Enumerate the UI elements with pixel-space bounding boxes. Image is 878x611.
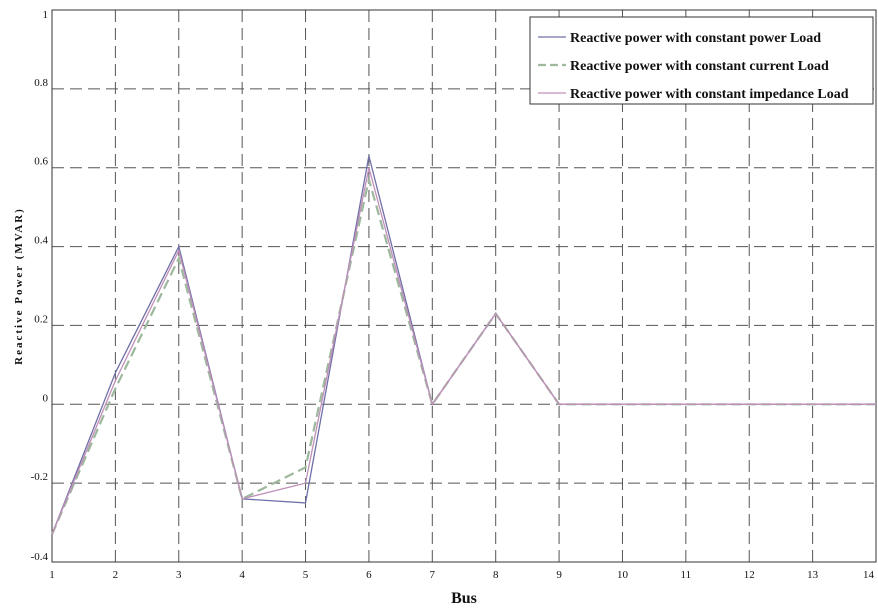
x-tick-label: 8 <box>493 569 499 581</box>
x-tick-label: 6 <box>366 569 372 581</box>
x-tick-label: 2 <box>113 569 119 581</box>
x-tick-label: 14 <box>863 569 875 581</box>
x-tick-label: 5 <box>303 569 309 581</box>
y-tick-labels: -0.4 -0.2 0 0.2 0.4 0.6 0.8 1 <box>31 9 49 563</box>
series-line-3 <box>51 167 876 535</box>
x-tick-label: 12 <box>744 569 755 581</box>
series-line-1 <box>51 155 876 535</box>
legend-entry: Reactive power with constant impedance L… <box>570 87 849 102</box>
x-tick-label: 3 <box>176 569 182 581</box>
y-tick-label: 0.2 <box>34 313 48 325</box>
legend-entry: Reactive power with constant current Loa… <box>570 59 829 74</box>
legend-box <box>529 16 874 105</box>
x-tick-label: 13 <box>807 569 819 581</box>
y-tick-label: 1 <box>43 9 49 21</box>
x-tick-label: 11 <box>681 569 692 581</box>
x-tick-label: 4 <box>239 569 245 581</box>
y-tick-label: 0.6 <box>34 156 48 168</box>
plot-frame <box>51 9 877 563</box>
y-tick-label: 0.4 <box>34 235 48 247</box>
legend-entry: Reactive power with constant power Load <box>570 31 821 46</box>
series-line-2 <box>50 179 876 535</box>
series-group <box>50 155 876 535</box>
y-tick-label: -0.4 <box>31 551 49 563</box>
legend: Reactive power with constant power Load R… <box>529 16 874 105</box>
y-tick-label: 0.8 <box>34 77 48 89</box>
x-tick-label: 9 <box>556 569 562 581</box>
x-tick-label: 1 <box>49 569 55 581</box>
x-tick-labels: 1 2 3 4 5 6 7 8 9 10 11 12 13 14 <box>49 569 874 581</box>
x-tick-label: 7 <box>430 569 436 581</box>
y-tick-label: -0.2 <box>31 471 48 483</box>
x-tick-label: 10 <box>617 569 629 581</box>
y-axis-label: Reactive Power (MVAR) <box>13 207 25 365</box>
y-tick-label: 0 <box>43 392 49 404</box>
x-axis-label: Bus <box>451 590 477 607</box>
